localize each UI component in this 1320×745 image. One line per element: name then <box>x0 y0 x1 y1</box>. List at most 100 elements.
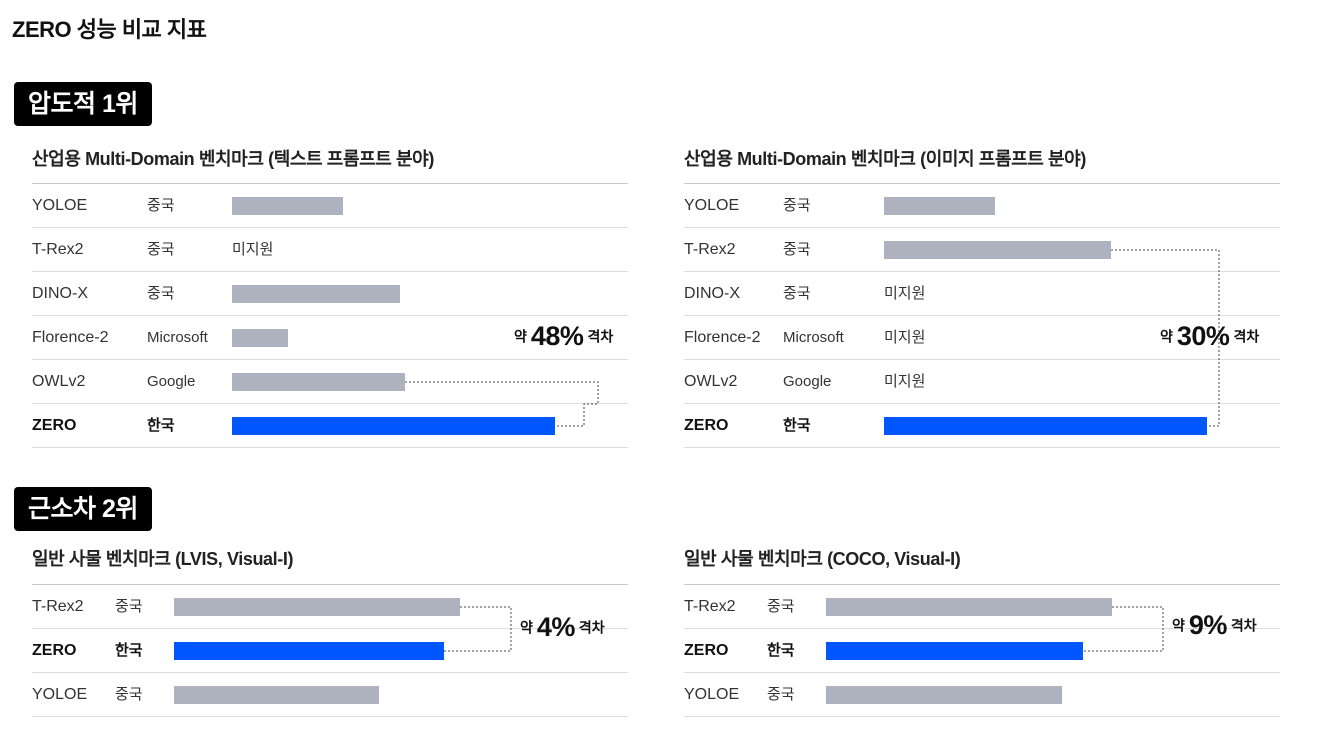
gap-annotation: 약 48% 격차 <box>514 321 613 352</box>
table-row: YOLOE 중국 <box>684 184 1280 228</box>
chart-title: 일반 사물 벤치마크 (LVIS, Visual-I) <box>32 549 294 569</box>
model-origin: 중국 <box>783 285 811 302</box>
table-row: T-Rex2 중국 <box>684 585 1280 629</box>
gap-prefix: 약 <box>514 328 527 345</box>
model-origin: 한국 <box>783 417 811 434</box>
model-name: YOLOE <box>32 197 88 214</box>
bar-highlight <box>826 642 1083 660</box>
model-name: YOLOE <box>32 686 88 703</box>
model-origin: 한국 <box>147 417 175 434</box>
model-name: ZERO <box>684 417 729 434</box>
model-name: Florence-2 <box>32 329 109 346</box>
model-name: DINO-X <box>32 285 88 302</box>
model-origin: 중국 <box>147 197 175 214</box>
bar <box>884 197 995 215</box>
gap-annotation: 약 30% 격차 <box>1160 321 1259 352</box>
gap-prefix: 약 <box>1160 328 1173 345</box>
model-origin: 중국 <box>147 285 175 302</box>
bar <box>884 241 1111 259</box>
chart-panel: 산업용 Multi-Domain 벤치마크 (이미지 프롬프트 분야) YOLOE… <box>684 145 1280 451</box>
bar-highlight <box>232 417 555 435</box>
gap-value: 4% <box>536 612 576 642</box>
table-row: OWLv2 Google <box>32 360 628 404</box>
bar <box>232 329 288 347</box>
model-origin: 중국 <box>767 686 795 703</box>
table-row: Florence-2 Microsoft 미지원 <box>684 316 1280 360</box>
table-top-divider <box>32 584 628 585</box>
bar <box>232 197 343 215</box>
model-origin: 중국 <box>115 598 143 615</box>
table-row: ZERO 한국 <box>684 404 1280 448</box>
bar-highlight <box>174 642 444 660</box>
chart-title: 일반 사물 벤치마크 (COCO, Visual-I) <box>684 549 961 569</box>
gap-value: 48% <box>530 321 584 351</box>
gap-value: 9% <box>1188 610 1228 640</box>
model-origin: 중국 <box>783 197 811 214</box>
unsupported-label: 미지원 <box>884 329 926 346</box>
table-row: DINO-X 중국 미지원 <box>684 272 1280 316</box>
gap-prefix: 약 <box>1172 617 1185 634</box>
model-origin: Microsoft <box>783 329 844 346</box>
bar <box>174 598 460 616</box>
gap-suffix: 격차 <box>578 619 605 636</box>
section-badge-second: 근소차 2위 <box>14 487 152 531</box>
model-origin: 중국 <box>147 241 175 258</box>
table-row: ZERO 한국 <box>684 629 1280 673</box>
table-row: Florence-2 Microsoft <box>32 316 628 360</box>
bar <box>174 686 379 704</box>
model-origin: 중국 <box>115 686 143 703</box>
table-row: T-Rex2 중국 <box>684 228 1280 272</box>
gap-suffix: 격차 <box>1230 617 1257 634</box>
table-row: ZERO 한국 <box>32 404 628 448</box>
model-origin: 중국 <box>783 241 811 258</box>
chart-panel: 산업용 Multi-Domain 벤치마크 (텍스트 프롬프트 분야) YOLOE… <box>32 145 628 451</box>
model-origin: Microsoft <box>147 329 208 346</box>
table-row: YOLOE 중국 <box>32 184 628 228</box>
gap-prefix: 약 <box>520 619 533 636</box>
model-name: T-Rex2 <box>684 598 736 615</box>
model-name: ZERO <box>32 417 77 434</box>
bar <box>826 598 1112 616</box>
unsupported-label: 미지원 <box>884 285 926 302</box>
unsupported-label: 미지원 <box>884 373 926 390</box>
page-title: ZERO 성능 비교 지표 <box>12 17 207 42</box>
chart-title: 산업용 Multi-Domain 벤치마크 (이미지 프롬프트 분야) <box>684 149 1086 169</box>
model-name: ZERO <box>684 642 729 659</box>
model-name: T-Rex2 <box>32 598 84 615</box>
chart-panel: 일반 사물 벤치마크 (COCO, Visual-I) T-Rex2 중국 ZERO 한… <box>684 545 1280 720</box>
table-top-divider <box>684 584 1280 585</box>
model-origin: 중국 <box>767 598 795 615</box>
model-origin: Google <box>783 373 832 390</box>
model-name: YOLOE <box>684 686 740 703</box>
table-top-divider <box>684 183 1280 184</box>
model-name: Florence-2 <box>684 329 761 346</box>
gap-annotation: 약 4% 격차 <box>520 612 605 643</box>
model-name: T-Rex2 <box>684 241 736 258</box>
gap-value: 30% <box>1176 321 1230 351</box>
model-name: ZERO <box>32 642 77 659</box>
model-name: T-Rex2 <box>32 241 84 258</box>
table-row: DINO-X 중국 <box>32 272 628 316</box>
table-row: ZERO 한국 <box>32 629 628 673</box>
table-row: T-Rex2 중국 미지원 <box>32 228 628 272</box>
gap-suffix: 격차 <box>587 328 614 345</box>
gap-suffix: 격차 <box>1233 328 1260 345</box>
chart-panel: 일반 사물 벤치마크 (LVIS, Visual-I) T-Rex2 중국 ZERO 한… <box>32 545 628 720</box>
section-badge-first: 압도적 1위 <box>14 82 152 126</box>
model-name: YOLOE <box>684 197 740 214</box>
table-row: T-Rex2 중국 <box>32 585 628 629</box>
table-row: OWLv2 Google 미지원 <box>684 360 1280 404</box>
bar <box>232 373 405 391</box>
table-row: YOLOE 중국 <box>684 673 1280 717</box>
gap-annotation: 약 9% 격차 <box>1172 610 1257 641</box>
table-top-divider <box>32 183 628 184</box>
model-origin: 한국 <box>767 642 795 659</box>
bar <box>232 285 400 303</box>
bar-highlight <box>884 417 1207 435</box>
model-origin: 한국 <box>115 642 143 659</box>
chart-title: 산업용 Multi-Domain 벤치마크 (텍스트 프롬프트 분야) <box>32 149 434 169</box>
model-name: DINO-X <box>684 285 740 302</box>
bar <box>826 686 1062 704</box>
model-name: OWLv2 <box>32 373 86 390</box>
unsupported-label: 미지원 <box>232 241 274 258</box>
